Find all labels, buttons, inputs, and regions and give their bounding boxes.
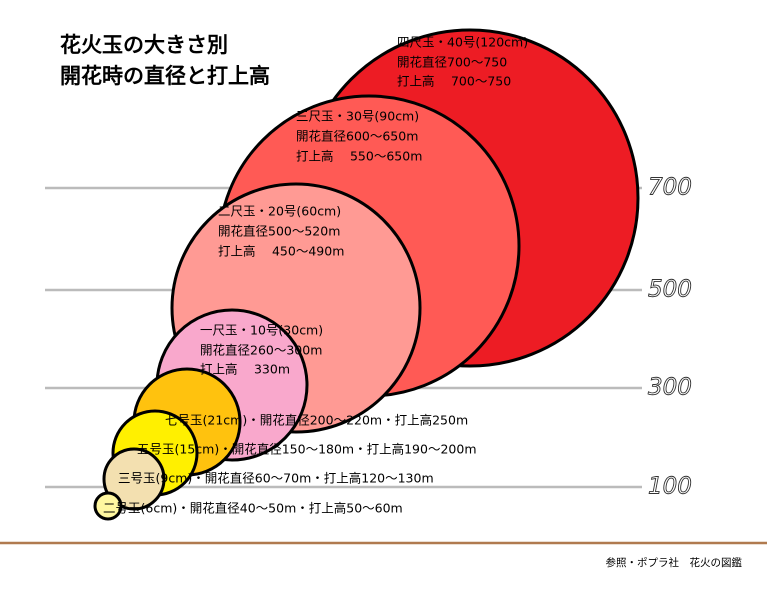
bubble-label: 開花直径600～650m [296,129,418,144]
title: 花火玉の大きさ別 [60,33,228,57]
bubble-label: 開花直径260～300m [200,343,322,358]
bubble-label: 三尺玉・30号(90cm) [296,109,419,124]
source: 参照・ポプラ社 花火の図鑑 [606,556,743,569]
bubble-label: 七号玉(21cm)・開花直径200～220m・打上高250m [165,413,468,428]
title: 開花時の直径と打上高 [60,64,270,88]
bubble-label: 二尺玉・20号(60cm) [218,204,341,219]
bubble-label: 開花直径700～750 [397,55,507,70]
bubble-label: 開花直径500～520m [218,224,340,239]
bubble-label: 二号玉(6cm)・開花直径40～50m・打上高50～60m [103,501,403,516]
bubble-label: 四尺玉・40号(120cm) [397,35,528,50]
bubble-label: 五号玉(15cm)・開花直径150～180m・打上高190～200m [137,442,477,457]
shell-circle [102,447,166,511]
bubble-label: 打上高 330m [200,362,290,377]
tick-label: 300 [648,375,692,401]
bubble-label: 三号玉(9cm)・開花直径60～70m・打上高120～130m [118,471,434,486]
shell-circle [93,491,123,521]
tick-label: 700 [648,175,692,201]
bubble-label: 打上高 700～750 [397,74,511,89]
bubble-label: 一尺玉・10号(30cm) [200,323,323,338]
bubble-label: 打上高 450～490m [218,244,344,259]
tick-label: 500 [648,277,692,303]
tick-label: 100 [648,474,692,500]
bubble-label: 打上高 550～650m [296,149,422,164]
